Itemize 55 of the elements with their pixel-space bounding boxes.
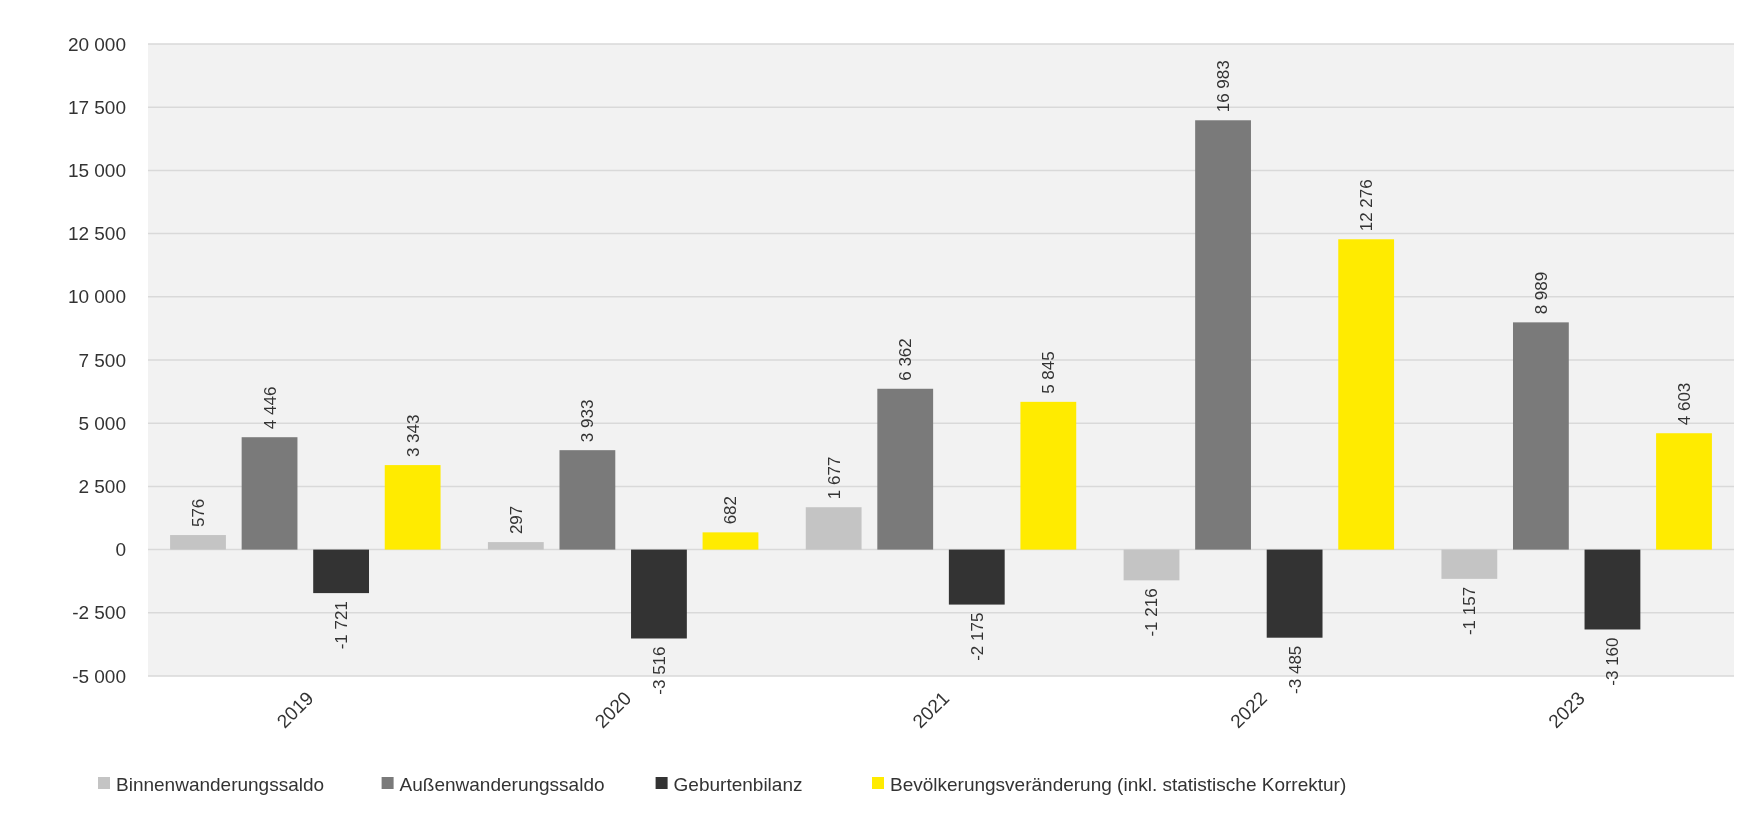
y-tick-label: 10 000	[67, 286, 126, 308]
data-label: -3 485	[1285, 645, 1305, 694]
bar	[1512, 322, 1569, 550]
y-tick-label: 17 500	[67, 96, 126, 118]
data-label: 4 446	[260, 386, 280, 430]
legend-label: Geburtenbilanz	[673, 773, 803, 795]
y-tick-label: -2 500	[72, 602, 126, 624]
y-tick-label: 5 000	[78, 412, 126, 434]
y-tick-label: 12 500	[67, 223, 126, 245]
bar	[631, 549, 687, 639]
bar	[805, 507, 862, 550]
data-label: 682	[721, 495, 741, 525]
bar	[1441, 549, 1498, 579]
bar	[384, 465, 441, 550]
y-tick-label: 15 000	[67, 160, 126, 182]
bar	[1020, 401, 1077, 550]
y-tick-label: 20 000	[67, 33, 126, 55]
bar	[1195, 120, 1251, 550]
y-tick-label: 2 500	[78, 476, 126, 498]
data-label: 12 276	[1357, 179, 1377, 232]
legend-label: Bevölkerungsveränderung (inkl. statistische Korrektur)	[890, 773, 1347, 795]
y-tick-label: 0	[115, 539, 126, 561]
data-label: 5 845	[1039, 351, 1059, 394]
data-label: 3 933	[578, 399, 598, 443]
bar	[702, 532, 759, 550]
data-label: 1 677	[824, 456, 844, 500]
bar	[1584, 549, 1641, 630]
bar	[1338, 239, 1395, 550]
data-label: 8 989	[1531, 271, 1551, 315]
data-label: 6 362	[896, 338, 916, 381]
data-label: 297	[506, 505, 526, 535]
data-label: -2 175	[967, 612, 987, 661]
data-label: -1 216	[1142, 588, 1162, 637]
bar	[241, 437, 298, 550]
bar	[170, 535, 226, 550]
bar	[1266, 549, 1323, 638]
legend-label: Binnenwanderungssaldo	[116, 773, 325, 795]
data-label: 576	[188, 498, 208, 528]
bar	[948, 549, 1005, 605]
legend-label: Außenwanderungssaldo	[399, 773, 605, 795]
data-label: -3 160	[1603, 637, 1623, 686]
bar	[877, 388, 934, 550]
data-label: -1 157	[1460, 586, 1480, 636]
data-label: 4 603	[1674, 382, 1694, 426]
y-tick-label: -5 000	[72, 665, 126, 687]
bar	[313, 549, 370, 594]
bar	[1656, 433, 1712, 550]
data-label: 3 343	[403, 414, 423, 458]
bar	[487, 542, 544, 550]
data-label: 16 983	[1214, 60, 1234, 113]
data-label: -1 721	[332, 601, 352, 650]
y-tick-label: 7 500	[78, 349, 126, 371]
bar	[559, 450, 616, 550]
data-label: -3 516	[649, 646, 669, 695]
bar	[1123, 549, 1180, 581]
